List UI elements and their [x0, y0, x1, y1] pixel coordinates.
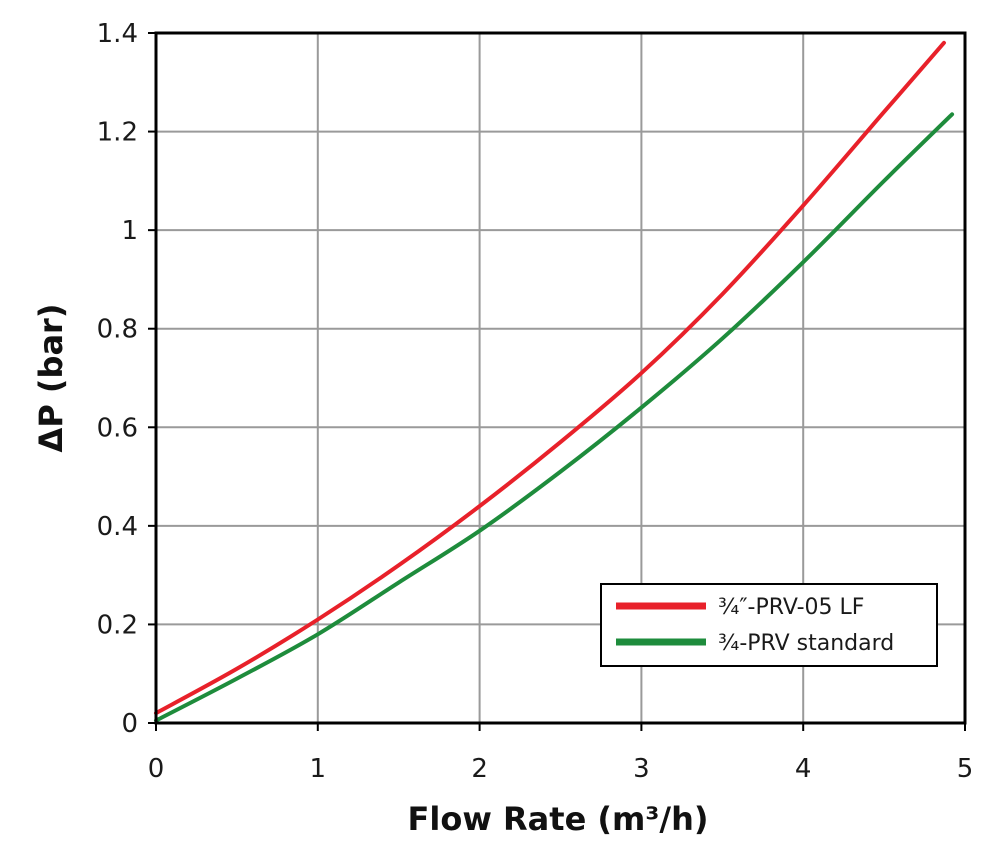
legend-box — [600, 583, 938, 667]
plot-area-frame — [154, 31, 967, 725]
series-line-prv-05-lf — [154, 40, 946, 716]
x-tick-label: 0 — [148, 754, 165, 784]
tick-labels: 0 1 2 3 4 5 0 0.2 0.4 0.6 0.8 1 1.2 1.4 — [97, 19, 974, 784]
series-line-prv-standard — [154, 112, 955, 723]
x-axis-title: Flow Rate (m³/h) — [408, 800, 709, 838]
y-tick-label: 0.4 — [97, 512, 138, 542]
x-tick-label: 4 — [795, 754, 812, 784]
series-layer — [154, 40, 955, 723]
x-tick-label: 2 — [471, 754, 488, 784]
y-tick-label: 1 — [121, 216, 138, 246]
y-axis-title: ΔP (bar) — [32, 304, 70, 453]
legend-label-standard: ¾-PRV standard — [718, 631, 894, 656]
x-tick-label: 1 — [310, 754, 327, 784]
y-tick-label: 1.4 — [97, 19, 138, 49]
y-tick-label: 0 — [121, 709, 138, 739]
x-tick-label: 5 — [957, 754, 974, 784]
x-tick-label: 3 — [633, 754, 650, 784]
y-tick-label: 0.6 — [97, 413, 138, 443]
y-tick-label: 0.2 — [97, 610, 138, 640]
y-tick-label: 0.8 — [97, 315, 138, 345]
legend-label-lf: ¾″-PRV-05 LF — [718, 595, 864, 620]
legend: ¾″-PRV-05 LF ¾-PRV standard — [600, 583, 938, 667]
y-tick-label: 1.2 — [97, 118, 138, 148]
